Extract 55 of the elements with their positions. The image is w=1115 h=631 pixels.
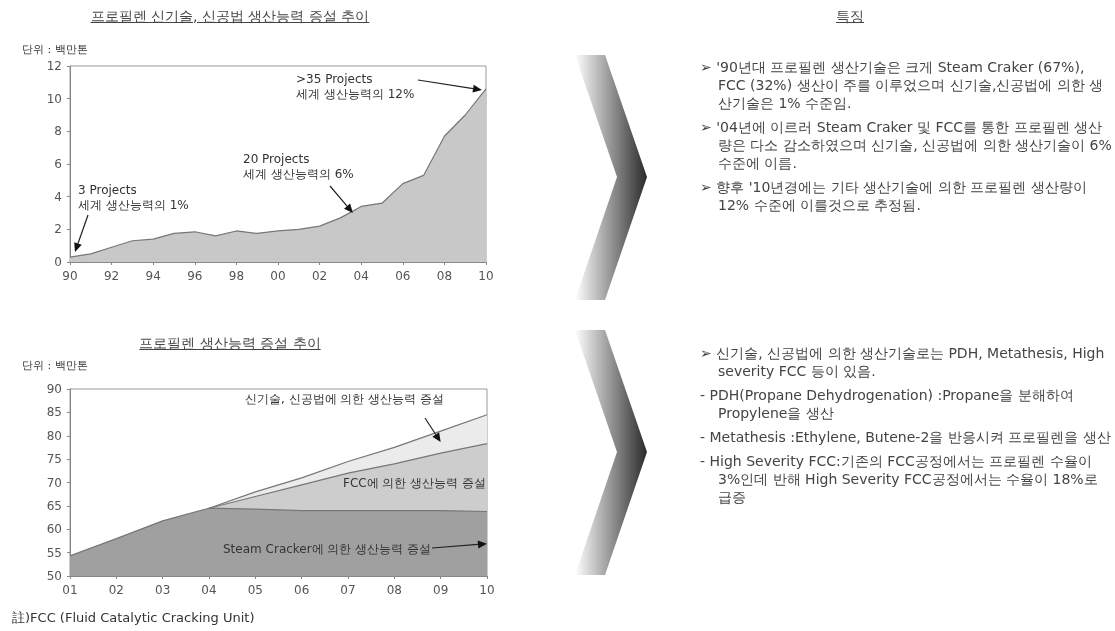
text: 註)FCC (Fluid Catalytic Cracking Unit)	[12, 610, 255, 625]
text: ➢ '90년대 프로필렌 생산기술은 크게 Steam Craker (67%), FCC (32%) 생산이 주를 이루었으며 신기술,신공법에 의한 생산기술은 1% 수준임.	[700, 58, 1105, 112]
y-tick-label: 10	[46, 91, 62, 106]
chart-title: 프로필렌 생산능력 증설 추이	[138, 335, 322, 353]
series-label: 신기술, 신공법에 의한 생산능력 증설	[245, 392, 445, 407]
x-tick-label: 01	[62, 583, 78, 597]
y-tick-label: 12	[46, 59, 62, 73]
x-tick-label: 96	[187, 269, 203, 283]
y-axis-title: 단위 : 백만톤	[22, 358, 88, 373]
x-tick-label: 08	[386, 583, 402, 597]
x-tick-label: 07	[340, 583, 356, 597]
y-tick-label: 2	[54, 222, 62, 237]
y-tick-label: 55	[46, 545, 62, 560]
y-tick-label: 60	[46, 522, 62, 537]
y-tick-label: 80	[46, 428, 62, 443]
y-tick-label: 70	[46, 475, 62, 490]
x-tick-label: 02	[311, 269, 328, 283]
y-tick-label: 65	[46, 498, 62, 513]
y-tick-label: 50	[46, 569, 62, 583]
y-tick-label: 90	[46, 382, 62, 396]
y-tick-label: 85	[46, 405, 62, 420]
text: ➢ 신기술, 신공법에 의한 생산기술로는 PDH, Metathesis, High severity FCC 등이 있음.	[700, 344, 1106, 380]
x-tick-label: 10	[478, 269, 494, 283]
text: - High Severity FCC:기존의 FCC공정에서는 프로필렌 수율이 3%인데 반해 High Severity FCC공정에서는 수율이 18%로 급증	[700, 452, 1099, 506]
text: ➢ '04년에 이르러 Steam Craker 및 FCC를 통한 프로필렌 생산량은 다소 감소하였으며 신기술, 신공법에 의한 생산기술이 6% 수준에 이름.	[700, 118, 1113, 172]
y-tick-label: 8	[54, 124, 62, 139]
text: - Metathesis :Ethylene, Butene-2을 반응시켜 프로필렌을 생산	[700, 428, 1112, 446]
x-tick-label: 94	[145, 269, 161, 283]
y-tick-label: 75	[46, 452, 62, 467]
x-tick-label: 00	[270, 269, 286, 283]
x-tick-label: 04	[353, 269, 369, 283]
y-tick-label: 6	[54, 157, 62, 171]
x-tick-label: 10	[479, 583, 495, 597]
series-label: FCC에 의한 생산능력 증설	[343, 476, 487, 491]
y-tick-label: 4	[54, 189, 62, 204]
x-tick-label: 04	[201, 583, 217, 597]
x-tick-label: 06	[395, 269, 411, 283]
x-tick-label: 92	[103, 269, 120, 283]
chart-title: 프로필렌 신기술, 신공법 생산능력 증설 추이	[89, 8, 371, 26]
annotation: 3 Projects 세계 생산능력의 1%	[78, 183, 189, 213]
x-tick-label: 03	[155, 583, 171, 597]
x-tick-label: 02	[108, 583, 124, 597]
x-tick-label: 06	[294, 583, 310, 597]
series-label: Steam Cracker에 의한 생산능력 증설	[223, 542, 432, 557]
text: - PDH(Propane Dehydrogenation) :Propane을 분해하여 Propylene을 생산	[700, 386, 1075, 422]
y-tick-label: 0	[54, 255, 62, 269]
annotation: 20 Projects 세계 생산능력의 6%	[243, 152, 354, 182]
y-axis-title: 단위 : 백만톤	[22, 42, 88, 57]
text: ➢ 향후 '10년경에는 기타 생산기술에 의한 프로필렌 생산량이 12% 수준에 이를것으로 추정됨.	[700, 178, 1088, 214]
x-tick-label: 08	[436, 269, 453, 283]
x-tick-label: 09	[433, 583, 449, 597]
x-tick-label: 05	[247, 583, 263, 597]
annotation: >35 Projects 세계 생산능력의 12%	[296, 72, 415, 102]
text: 특징	[835, 8, 865, 26]
x-tick-label: 98	[228, 269, 245, 283]
